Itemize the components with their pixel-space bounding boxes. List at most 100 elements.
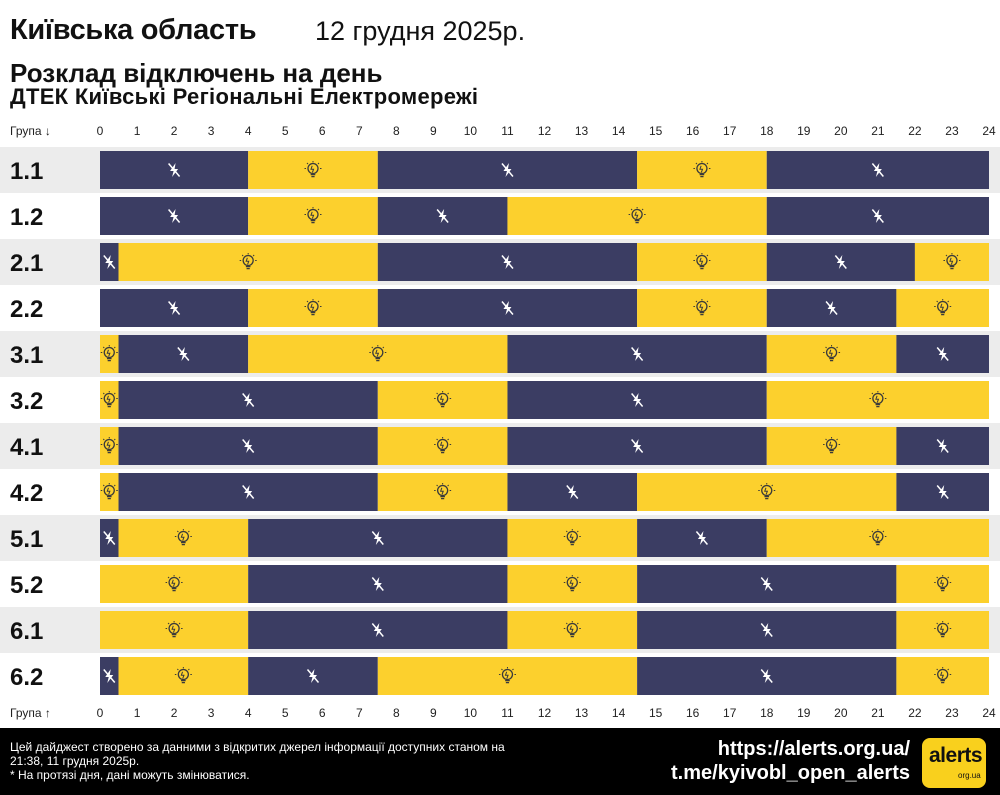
logo-domain: org.ua [958,771,981,780]
bulb-ray [512,668,514,671]
bulb-filament [310,165,315,173]
strike-line [631,347,644,361]
bulb-filament [171,579,176,587]
bulb-filament [569,625,574,633]
bulb-glass [937,576,949,589]
strike-line [825,301,838,315]
x-tick-label: 11 [501,124,514,138]
lightbulb-icon [100,483,118,500]
bulb-filament [171,625,176,633]
bulb-ray [947,576,950,579]
bulb-ray [947,622,950,625]
bulb-ray [102,392,105,395]
bulb-ray [565,622,568,625]
bulb-ray [436,392,438,395]
lightbulb-icon [869,529,887,546]
bulb-ray [176,530,179,533]
bulb-ray [576,576,579,579]
strike-line [501,301,514,315]
lightning-off-icon [371,577,384,591]
group-label: 5.2 [10,572,43,599]
bulb-glass [177,530,189,543]
x-tick-label: 24 [982,706,996,720]
bulb-ray [695,300,698,303]
lightbulb-icon [100,437,118,454]
x-tick-label: 21 [871,124,885,138]
x-tick-label: 23 [945,706,959,720]
strike-line [306,669,320,683]
lightbulb-icon [563,575,581,592]
bulb-glass [103,438,115,451]
bulb-ray [317,300,320,303]
bulb-ray [641,208,644,211]
outage-schedule-chart: Група ↓Група ↑00112233445566778899101011… [0,124,1000,720]
bulb-ray [113,484,116,487]
telegram-link[interactable]: t.me/kyivobl_open_alerts [671,762,910,784]
bulb-filament [634,211,639,219]
bulb-filament [699,303,704,311]
bulb-filament [569,579,574,587]
bulb-filament [875,533,880,541]
x-tick-label: 7 [356,706,363,720]
bulb-filament [949,257,954,265]
x-tick-label: 5 [282,706,289,720]
bulb-ray [178,576,181,579]
bulb-glass [436,484,449,497]
x-tick-label: 8 [393,124,400,138]
bulb-ray [936,300,939,303]
group-label: 2.1 [10,250,43,277]
bulb-ray [836,438,838,441]
lightbulb-icon [100,391,118,408]
bulb-ray [565,576,568,579]
logo-word: alerts [929,744,983,767]
strike-line [936,347,949,361]
strike-line [371,531,384,545]
lightbulb-icon [434,391,452,408]
lightbulb-icon [693,161,711,178]
x-tick-label: 15 [649,124,663,138]
bulb-filament [764,487,769,495]
x-tick-label: 1 [134,706,141,720]
bulb-glass [566,530,578,543]
x-tick-label: 12 [538,706,552,720]
x-tick-label: 8 [393,706,400,720]
x-tick-label: 3 [208,706,215,720]
x-tick-label: 14 [612,706,626,720]
lightning-off-icon [103,531,116,545]
bulb-ray [947,668,950,671]
strike-line [566,485,579,499]
lightbulb-icon [174,529,192,546]
bulb-filament [439,441,444,449]
lightbulb-icon [693,299,711,316]
group-label: 6.2 [10,664,43,691]
bulb-ray [882,530,885,533]
strike-line [177,347,190,361]
bulb-glass [436,392,449,405]
lightning-off-icon [871,163,884,177]
bulb-ray [447,438,449,441]
bulb-filament [939,671,945,679]
lightbulb-icon [943,253,961,270]
axis-header-top: Група ↓ [10,124,51,138]
bulb-filament [106,441,111,449]
lightning-off-icon [436,209,449,223]
bulb-filament [699,257,704,265]
bulb-ray [187,668,190,671]
strike-line [834,255,847,269]
bulb-ray [945,254,948,257]
group-label: 3.1 [10,342,43,369]
bulb-glass [372,346,384,359]
bulb-glass [761,484,773,497]
bulb-ray [882,392,885,395]
bulb-glass [103,392,115,405]
bulb-glass [696,300,708,313]
bulb-glass [937,622,949,635]
x-tick-label: 1 [134,124,141,138]
bulb-ray [871,392,874,395]
site-link[interactable]: https://alerts.org.ua/ [717,738,910,760]
lightning-off-icon [177,347,190,361]
lightning-off-icon [936,347,949,361]
bulb-glass [307,300,319,313]
bulb-ray [825,346,827,349]
group-label: 3.2 [10,388,43,415]
